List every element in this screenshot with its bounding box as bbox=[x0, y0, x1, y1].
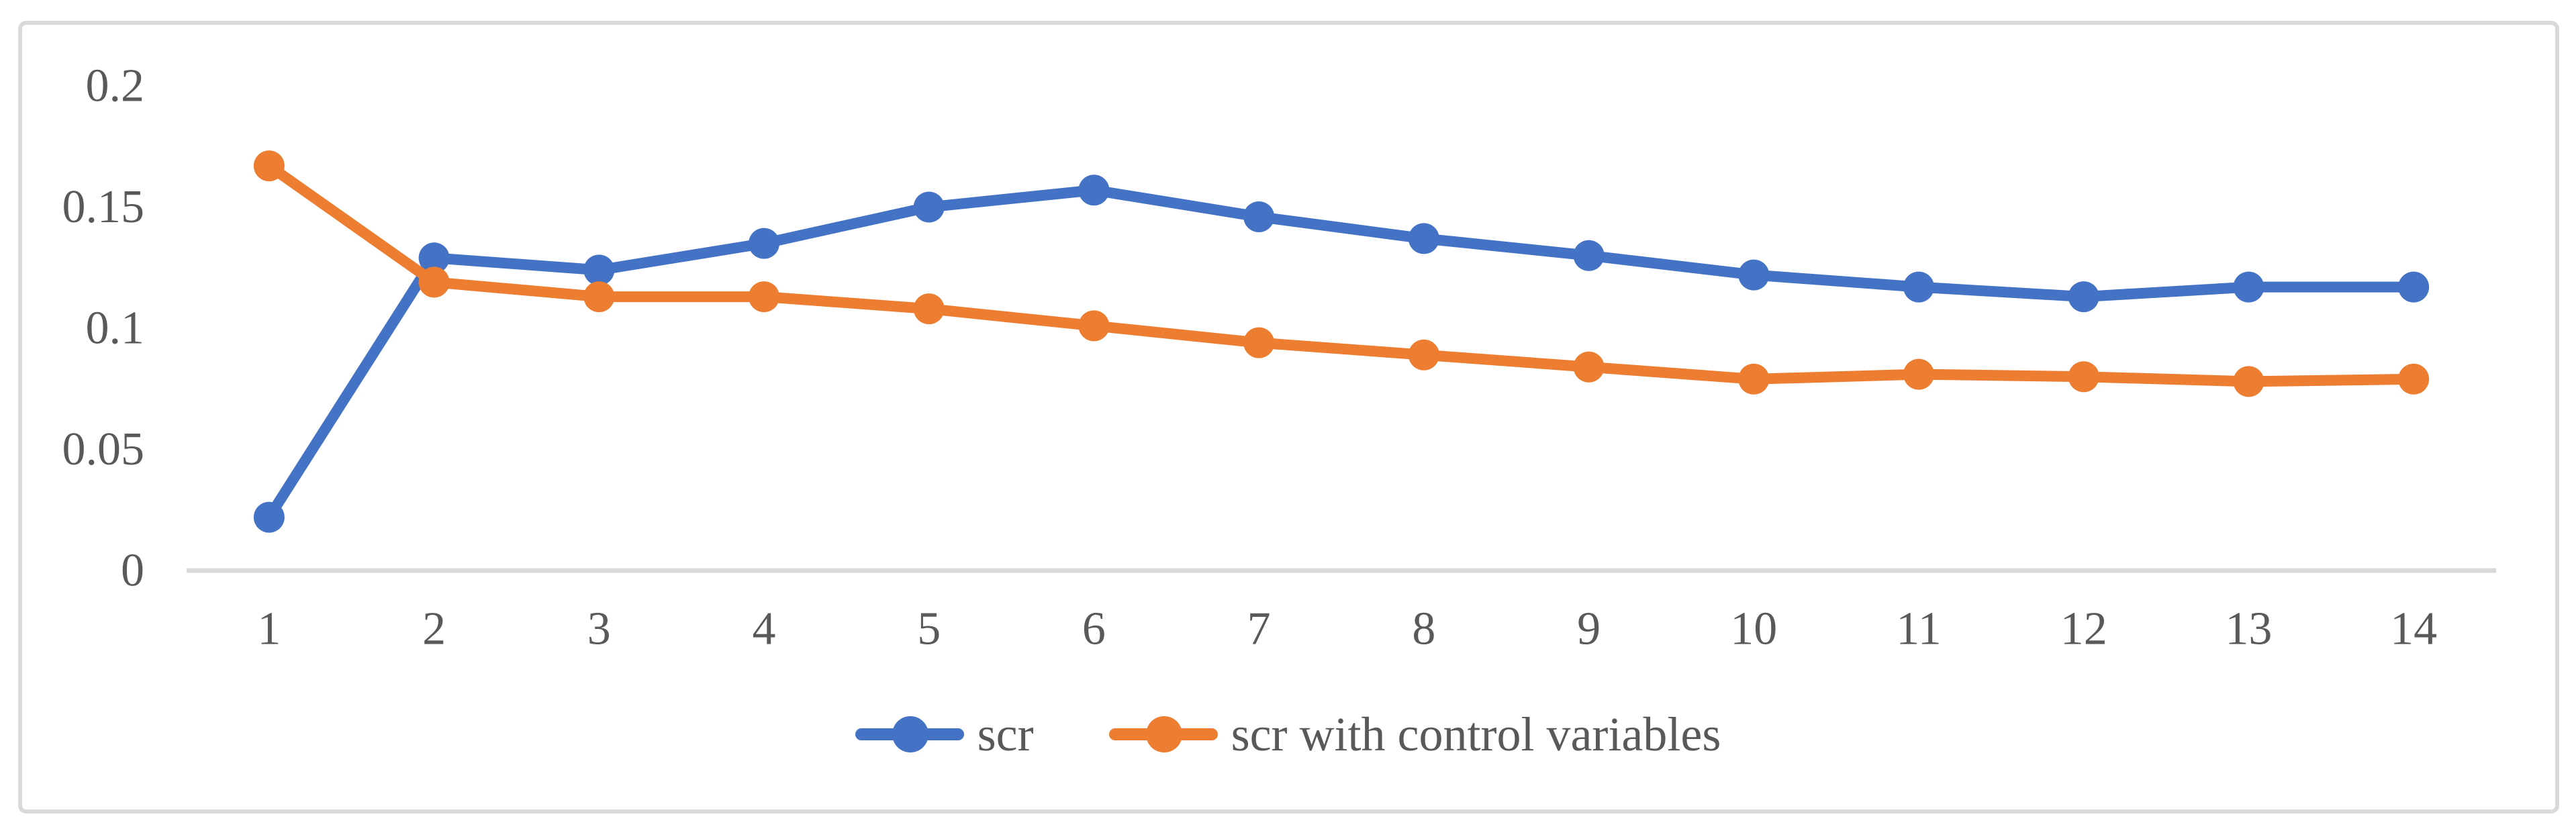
y-tick-label: 0.05 bbox=[62, 424, 145, 475]
data-point-marker-s1-x7 bbox=[1243, 327, 1275, 358]
x-tick-label: 5 bbox=[917, 603, 941, 655]
data-point-marker-s0-x2 bbox=[418, 242, 450, 274]
data-point-marker-s0-x7 bbox=[1243, 201, 1275, 232]
data-point-marker-s0-x6 bbox=[1078, 175, 1110, 206]
x-tick-label: 10 bbox=[1730, 603, 1777, 655]
data-point-marker-s1-x9 bbox=[1573, 351, 1605, 383]
x-tick-label: 11 bbox=[1896, 603, 1941, 655]
x-tick-label: 4 bbox=[753, 603, 776, 655]
data-point-marker-s0-x4 bbox=[749, 228, 779, 259]
data-point-marker-s0-x9 bbox=[1573, 240, 1605, 271]
data-point-marker-s1-x2 bbox=[418, 266, 450, 298]
legend-label: scr with control variables bbox=[1231, 707, 1721, 761]
data-point-marker-s0-x13 bbox=[2233, 271, 2264, 303]
data-point-marker-s1-x5 bbox=[913, 293, 945, 325]
data-point-marker-s1-x12 bbox=[2068, 361, 2099, 393]
y-tick-label: 0.1 bbox=[86, 303, 145, 354]
data-point-marker-s1-x11 bbox=[1903, 358, 1934, 390]
x-tick-label: 14 bbox=[2390, 603, 2437, 655]
chart-legend: scr scr with control variables bbox=[0, 710, 2576, 758]
series-line-0 bbox=[263, 185, 2420, 523]
data-point-marker-s0-x1 bbox=[253, 501, 285, 533]
y-tick-label: 0.15 bbox=[62, 181, 145, 233]
x-tick-label: 6 bbox=[1082, 603, 1106, 655]
x-tick-label: 12 bbox=[2060, 603, 2107, 655]
legend-label: scr bbox=[977, 707, 1034, 761]
legend-item-scr-with-control-variables: scr with control variables bbox=[1108, 707, 1721, 761]
data-point-marker-s0-x3 bbox=[583, 254, 615, 286]
legend-marker-line-dot-icon bbox=[855, 716, 964, 752]
data-point-marker-s0-x10 bbox=[1738, 259, 1770, 291]
x-tick-label: 1 bbox=[257, 603, 281, 655]
legend-marker-line-dot-icon bbox=[1108, 716, 1218, 752]
series-line-1 bbox=[263, 160, 2420, 387]
data-point-marker-s1-x6 bbox=[1078, 310, 1110, 342]
legend-dot-icon bbox=[1145, 716, 1182, 752]
data-point-marker-s0-x5 bbox=[913, 191, 945, 223]
data-point-marker-s1-x13 bbox=[2233, 366, 2264, 397]
data-point-marker-s1-x8 bbox=[1408, 339, 1439, 371]
data-point-marker-s0-x8 bbox=[1408, 223, 1439, 254]
legend-item-scr: scr bbox=[855, 710, 1034, 758]
x-tick-label: 9 bbox=[1577, 603, 1601, 655]
data-point-marker-s0-x14 bbox=[2398, 271, 2430, 303]
y-tick-label: 0 bbox=[121, 545, 144, 597]
x-tick-label: 3 bbox=[587, 603, 611, 655]
y-tick-label: 0.2 bbox=[86, 60, 145, 112]
data-point-marker-s0-x12 bbox=[2068, 281, 2099, 313]
data-point-marker-s1-x3 bbox=[583, 281, 615, 313]
legend-dot-icon bbox=[892, 716, 928, 752]
data-point-marker-s1-x4 bbox=[749, 281, 779, 313]
data-point-marker-s0-x11 bbox=[1903, 271, 1934, 303]
x-tick-label: 2 bbox=[422, 603, 446, 655]
x-tick-label: 7 bbox=[1247, 603, 1271, 655]
data-point-marker-s1-x1 bbox=[253, 150, 285, 182]
chart-frame bbox=[18, 21, 2559, 814]
x-tick-label: 8 bbox=[1412, 603, 1435, 655]
data-point-marker-s1-x14 bbox=[2398, 363, 2430, 395]
x-tick-label: 13 bbox=[2225, 603, 2272, 655]
data-point-marker-s1-x10 bbox=[1738, 363, 1770, 395]
